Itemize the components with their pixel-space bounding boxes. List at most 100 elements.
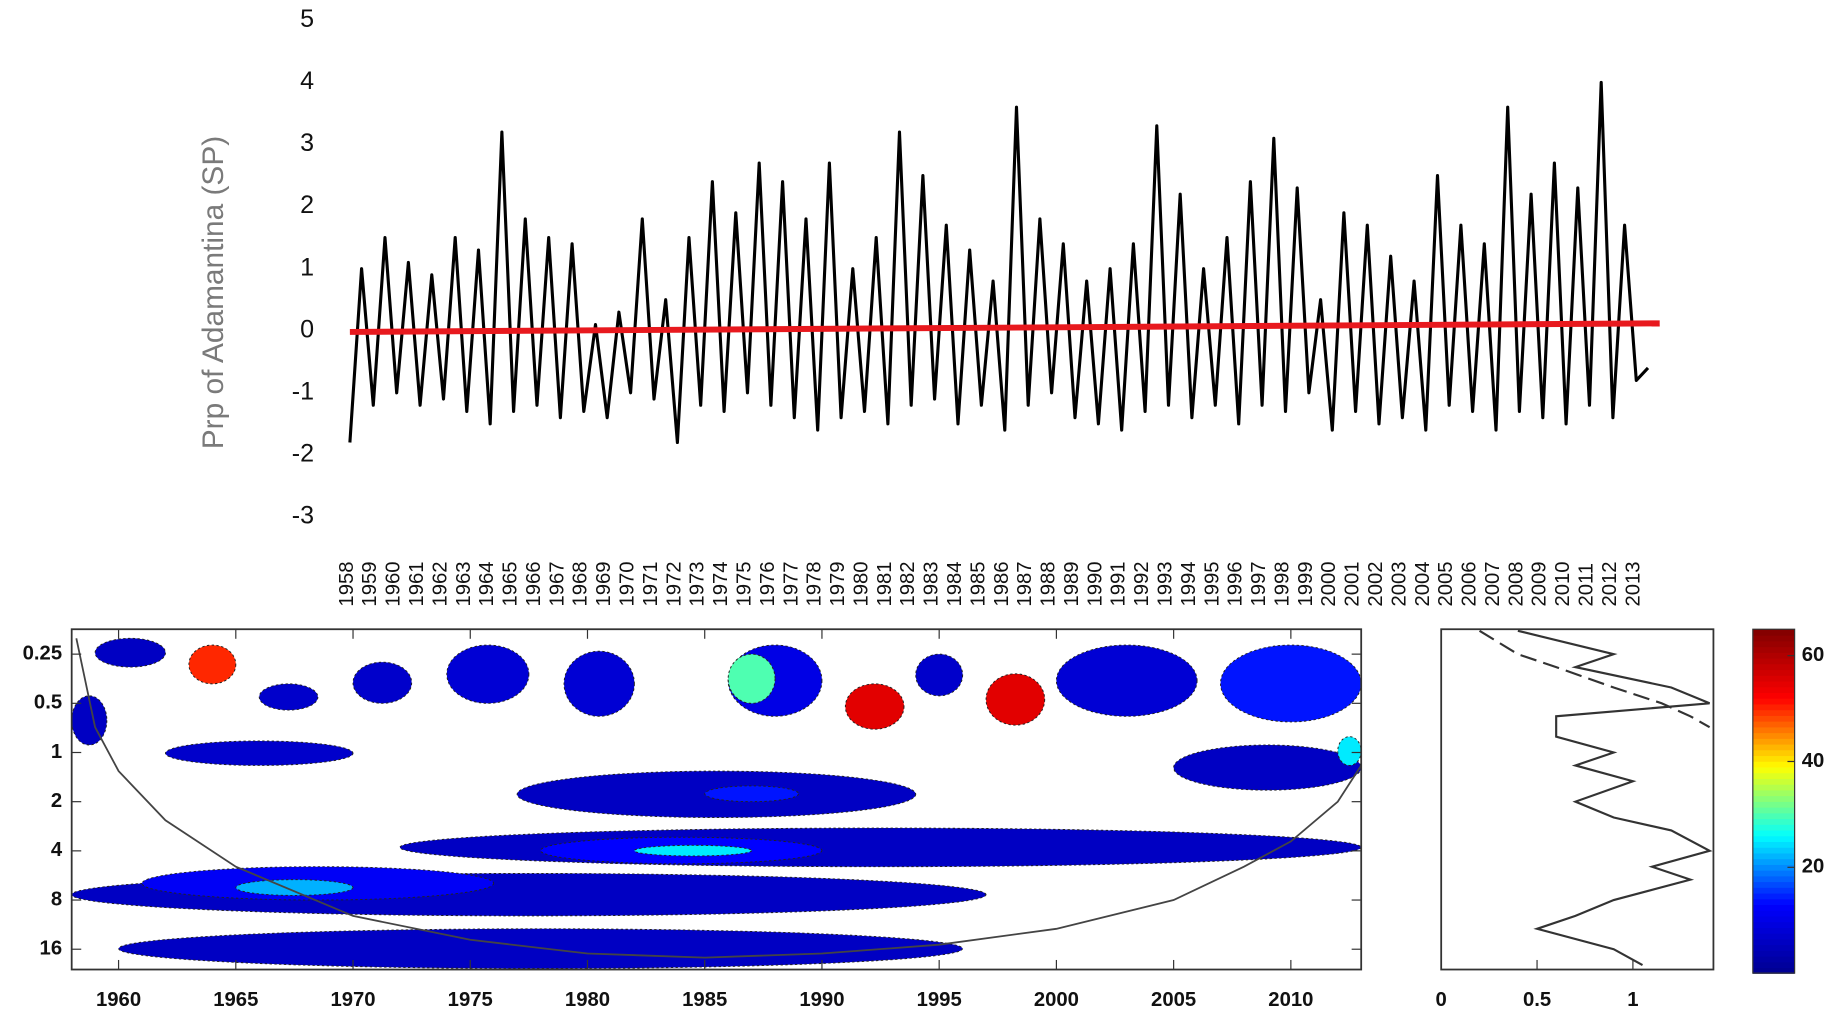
power-region [704,785,799,803]
x-tick-label: 2000 [1034,989,1079,1011]
power-region [1337,736,1362,766]
x-tick-label: 1996 [1225,561,1247,606]
colorbar-cell [1752,692,1795,699]
x-tick-label: 1990 [799,989,844,1011]
colorbar-cell [1752,795,1795,802]
y-tick-label: 0.5 [34,692,62,714]
x-tick-label: 2013 [1622,561,1644,606]
colorbar-cell [1752,680,1795,688]
power-region [563,650,635,717]
x-tick-label: 1989 [1061,561,1083,606]
x-tick-label: 1971 [640,561,662,606]
y-tick-label: -3 [292,502,314,530]
x-tick-label: 2010 [1268,989,1313,1011]
colorbar-cell [1752,755,1795,762]
colorbar-cell [1752,847,1795,854]
colorbar-tick-label: 20 [1802,856,1825,878]
x-tick-label: 1986 [991,561,1013,606]
colorbar-cell [1752,910,1795,917]
colorbar-cell [1752,778,1795,785]
x-tick-label: 2011 [1575,563,1597,607]
colorbar-cell [1752,829,1795,837]
y-tick-label: -1 [292,377,314,405]
x-tick-label: 1 [1627,989,1638,1011]
x-tick-label: 1958 [336,561,358,606]
x-tick-label: 2004 [1412,561,1434,606]
x-tick-label: 1967 [546,561,568,606]
colorbar-cell [1752,887,1795,894]
x-tick-label: 1965 [500,561,522,606]
colorbar-cell [1752,743,1795,751]
x-tick-label: 1984 [944,561,966,606]
x-tick-label: 1965 [213,989,258,1011]
x-tick-label: 1973 [687,561,709,606]
colorbar-cell [1752,961,1795,969]
colorbar-frame [1752,628,1796,974]
colorbar-cell [1752,789,1795,797]
colorbar-cell [1752,915,1795,923]
colorbar-cell [1752,726,1795,734]
x-tick-label: 1980 [565,989,610,1011]
x-tick-label: 1981 [874,561,896,606]
colorbar-cell [1752,938,1795,946]
colorbar-cell [1752,766,1795,774]
colorbar-cell [1752,675,1795,682]
colorbar-cell [1752,858,1795,865]
colorbar-cell [1752,761,1795,768]
y-tick-label: 3 [300,129,314,157]
y-tick-label: 4 [51,839,63,861]
x-tick-label: 1975 [448,989,493,1011]
x-tick-label: 1999 [1295,561,1317,606]
wavelet-field [71,637,1362,969]
colorbar-tick-label: 60 [1802,644,1825,666]
colorbar-cell [1752,875,1795,883]
x-tick-label: 1970 [330,989,375,1011]
colorbar-cell [1752,772,1795,779]
colorbar-cell [1752,881,1795,888]
colorbar-cell [1752,709,1795,716]
x-tick-label: 1978 [804,561,826,606]
x-tick-label: 2007 [1482,561,1504,606]
y-axis-label: Prp of Adamantina (SP) [197,136,230,449]
x-tick-label: 1985 [967,561,989,606]
significance-line [1478,629,1711,729]
spectrum-field [1478,629,1713,967]
data-line [348,80,1650,445]
power-region [985,673,1046,726]
colorbar-cell [1752,698,1795,705]
colorbar-cell [1752,812,1795,820]
x-tick-label: 1976 [757,561,779,606]
colorbar-cell [1752,921,1795,928]
x-tick-label: 2006 [1459,561,1481,606]
x-tick-label: 1983 [921,561,943,606]
x-tick-label: 0.5 [1523,989,1551,1011]
colorbar-cell [1752,749,1795,757]
colorbar-cell [1752,663,1795,671]
y-tick-label: 1 [51,741,62,763]
power-region [164,740,354,766]
colorbar-cell [1752,652,1795,659]
colorbar-tick-label: 40 [1802,750,1825,772]
colorbar-cell [1752,852,1795,860]
colorbar-cell [1752,783,1795,791]
y-tick-label: -2 [292,440,314,468]
colorbar-cell [1752,892,1795,900]
colorbar-cell [1752,932,1795,940]
global-spectrum [1517,629,1713,967]
colorbar-cell [1752,738,1795,745]
x-tick-label: 1979 [827,561,849,606]
x-tick-label: 1969 [593,561,615,606]
power-region [399,827,1362,868]
colorbar-cell [1752,640,1795,648]
power-region [258,683,319,711]
x-tick-label: 1977 [780,561,802,606]
power-region [844,683,905,730]
x-tick-label: 1988 [1038,561,1060,606]
x-tick-label: 1968 [570,561,592,606]
x-tick-label: 1970 [617,561,639,606]
colorbar-cell [1752,898,1795,906]
power-region [727,653,776,704]
y-tick-label: 2 [51,790,62,812]
colorbar-cell [1752,864,1795,871]
